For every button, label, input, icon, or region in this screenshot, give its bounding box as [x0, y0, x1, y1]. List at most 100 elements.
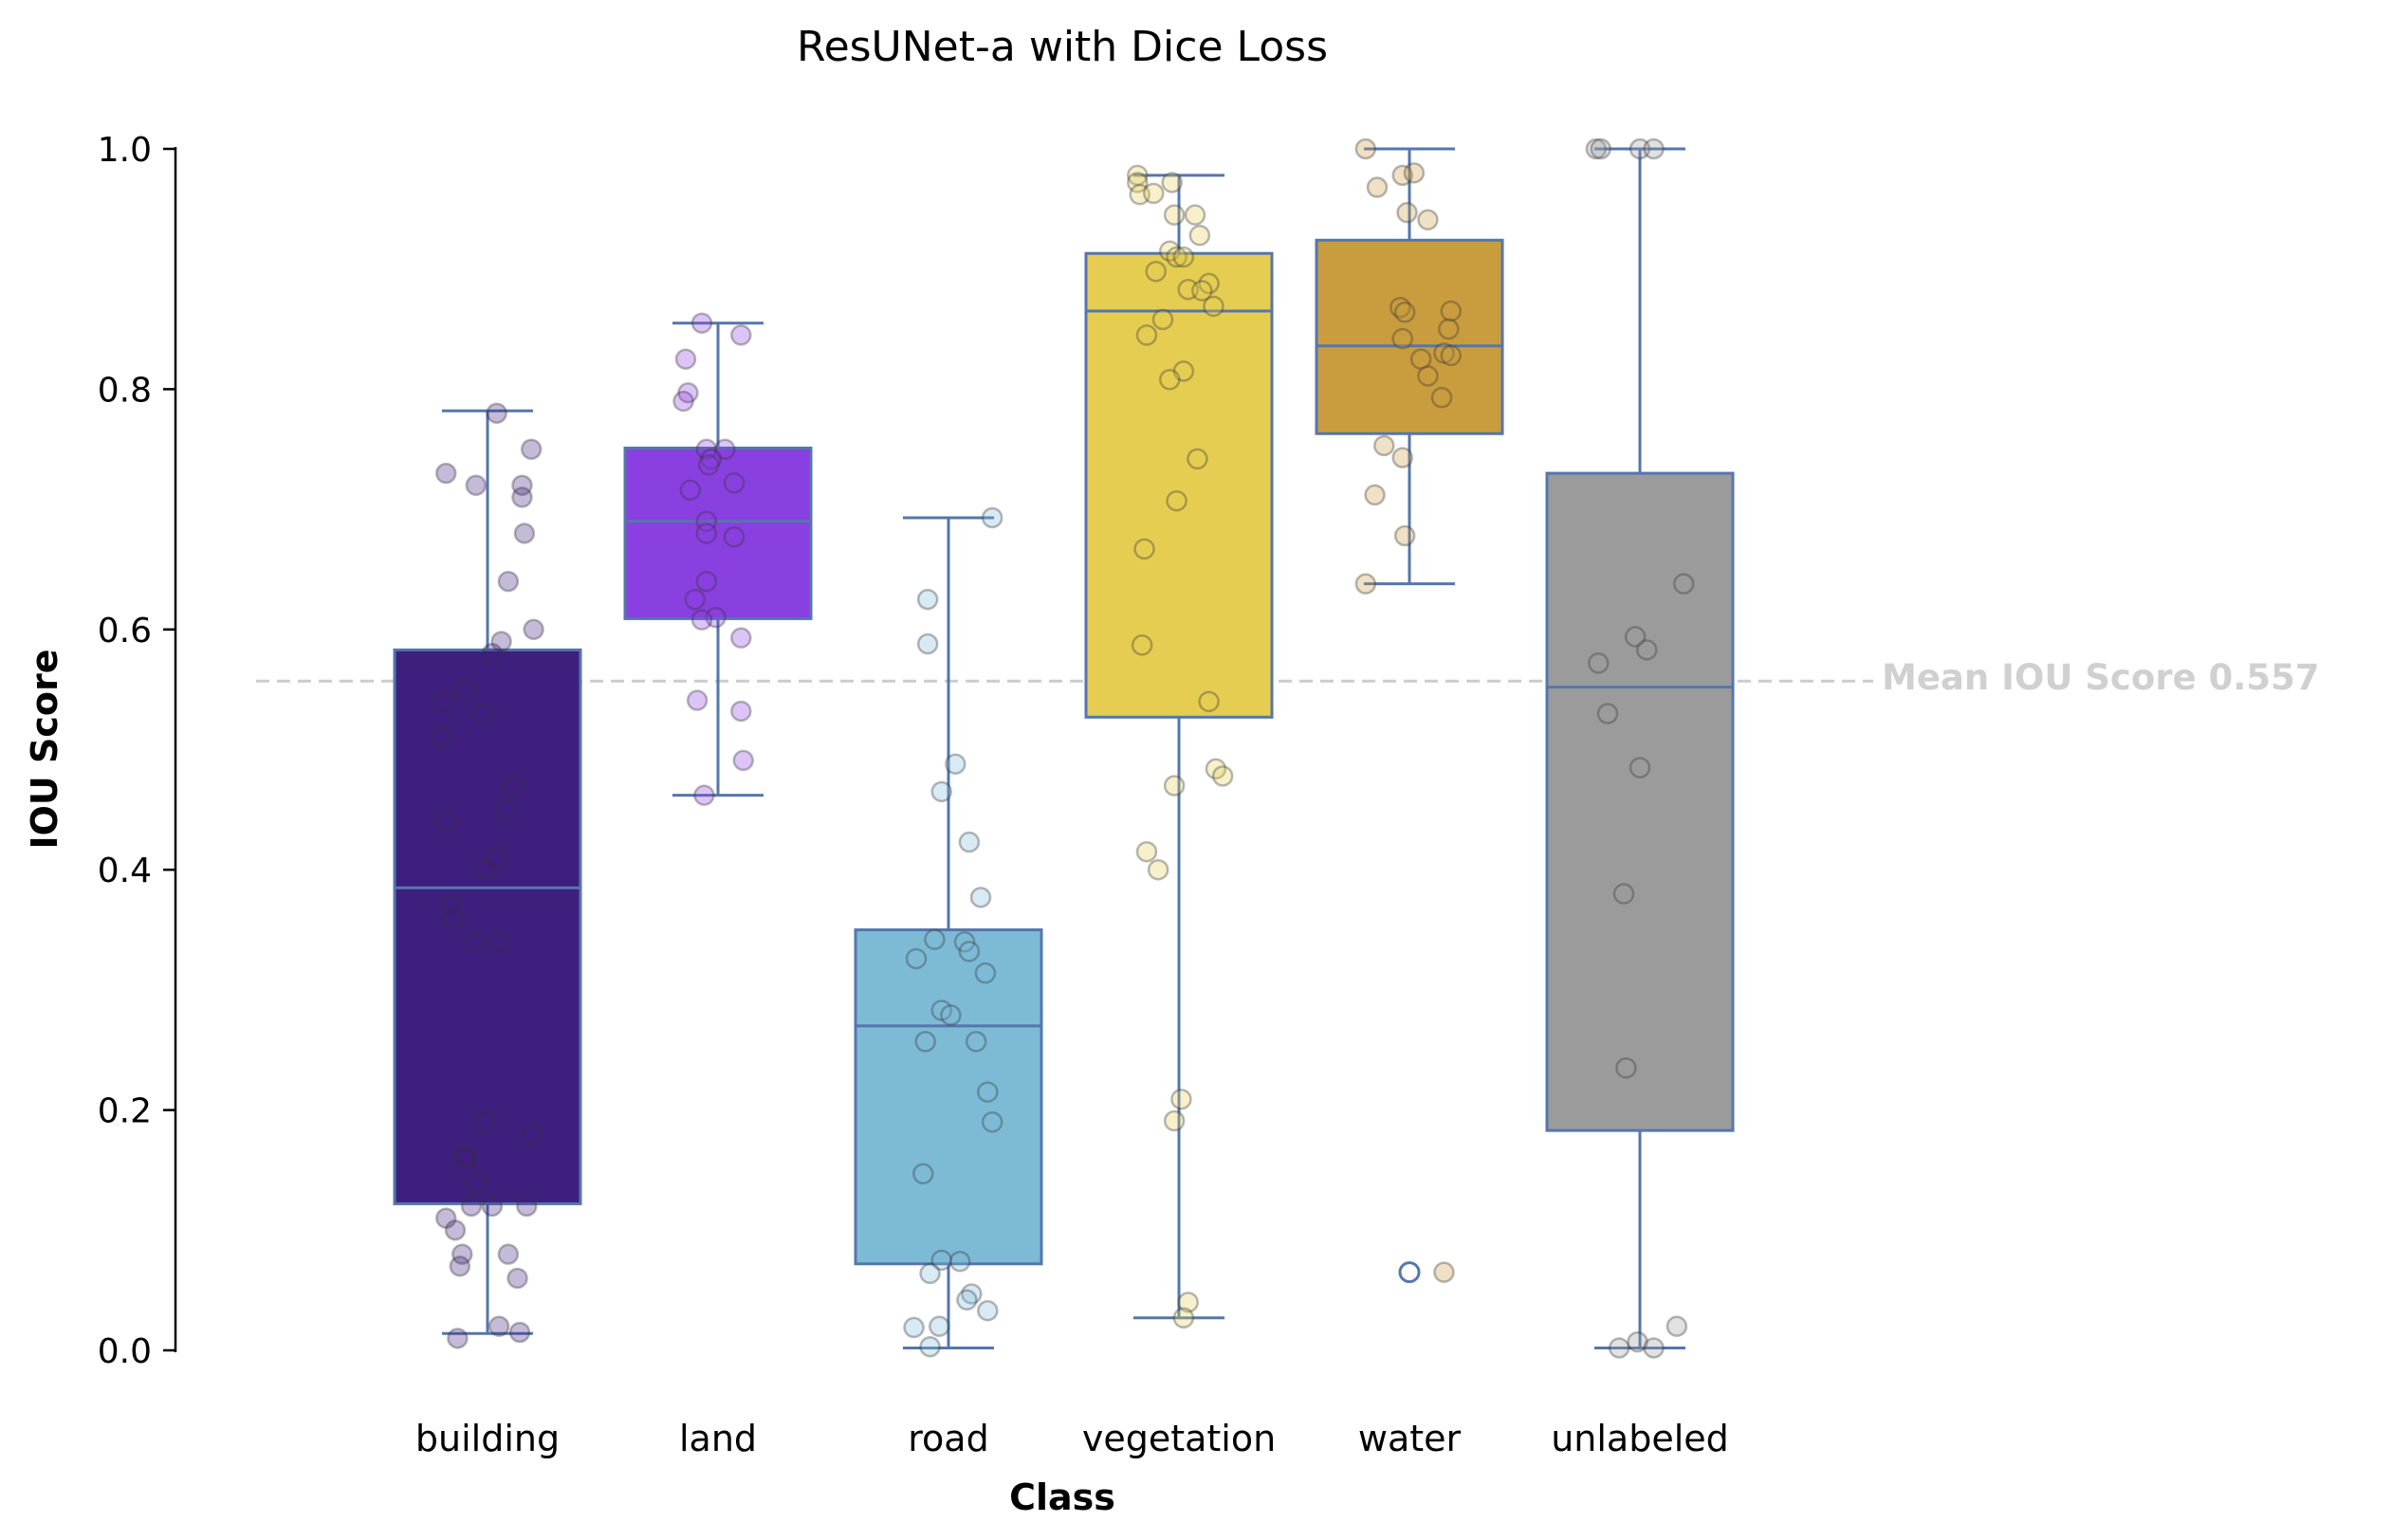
box-body — [1315, 238, 1504, 435]
data-point-building — [474, 1111, 496, 1133]
data-point-land — [695, 438, 718, 460]
data-point-building — [449, 1256, 471, 1277]
data-point-vegetation — [1172, 360, 1195, 382]
data-point-road — [969, 887, 992, 908]
data-point-land — [677, 381, 699, 404]
y-tick-group: 0.0 0.2 0.4 0.6 0.8 1.0 — [98, 131, 175, 1371]
data-point-vegetation — [1187, 448, 1208, 470]
data-point-building — [465, 474, 488, 497]
data-point-building — [486, 847, 507, 869]
data-point-unlabeled — [1643, 138, 1665, 160]
chart-title: ResUNet-a with Dice Loss — [797, 23, 1328, 71]
x-tick-label: water — [1358, 1418, 1462, 1459]
data-point-road — [977, 1081, 999, 1103]
data-point-water — [1403, 162, 1426, 184]
data-point-vegetation — [1166, 489, 1187, 512]
data-point-building — [502, 775, 524, 797]
data-point-road — [965, 1031, 987, 1053]
box-body — [1084, 251, 1274, 719]
data-point-building — [488, 1315, 510, 1337]
data-point-land — [730, 627, 752, 649]
data-point-building — [431, 726, 452, 749]
data-point-unlabeled — [1596, 703, 1619, 724]
data-point-unlabeled — [1624, 626, 1647, 648]
data-point-unlabeled — [1588, 652, 1610, 674]
x-tick-label: vegetation — [1082, 1418, 1276, 1459]
data-point-vegetation — [1159, 369, 1181, 391]
data-point-building — [439, 894, 462, 917]
data-point-building — [486, 402, 507, 424]
box-water — [1315, 147, 1504, 1284]
data-point-vegetation — [1163, 1109, 1186, 1132]
data-point-land — [674, 348, 697, 370]
data-point-water — [1417, 365, 1439, 387]
data-point-vegetation — [1198, 272, 1220, 295]
data-point-land — [695, 522, 718, 544]
data-point-building — [442, 907, 464, 929]
data-point-road — [974, 962, 997, 984]
data-point-unlabeled — [1590, 138, 1611, 160]
data-point-building — [460, 1195, 483, 1218]
data-point-water — [1440, 300, 1462, 322]
data-point-land — [690, 609, 713, 631]
box-road — [854, 516, 1043, 1349]
data-point-land — [690, 312, 713, 334]
data-point-vegetation — [1145, 260, 1167, 283]
data-point-vegetation — [1163, 204, 1186, 226]
data-point-road — [912, 1163, 934, 1185]
data-point-building — [481, 1195, 504, 1218]
data-point-road — [981, 1111, 1003, 1133]
data-point-vegetation — [1203, 295, 1224, 318]
data-point-road — [948, 1250, 971, 1273]
data-point-vegetation — [1135, 324, 1158, 346]
data-point-road — [930, 999, 952, 1021]
data-point-land — [693, 784, 715, 806]
box-vegetation — [1084, 174, 1274, 1320]
data-point-water — [1393, 524, 1416, 547]
data-point-vegetation — [1191, 280, 1213, 302]
box-body — [623, 446, 813, 620]
box-group — [393, 147, 1735, 1349]
data-point-vegetation — [1147, 858, 1169, 881]
data-point-vegetation — [1198, 690, 1220, 713]
data-point-road — [924, 928, 946, 950]
data-point-unlabeled — [1612, 883, 1635, 905]
y-tick-label: 0.0 — [98, 1332, 152, 1371]
data-point-building — [513, 522, 536, 544]
box-land — [623, 321, 813, 798]
data-point-road — [953, 930, 976, 953]
data-point-building — [490, 631, 512, 652]
data-point-land — [698, 453, 720, 476]
data-point-building — [481, 642, 504, 665]
data-point-water — [1391, 327, 1413, 350]
data-point-vegetation — [1172, 1307, 1195, 1329]
data-point-land — [723, 525, 746, 548]
data-point-vegetation — [1131, 634, 1153, 656]
data-point-road — [945, 753, 966, 775]
data-point-building — [474, 858, 496, 881]
data-point-unlabeled — [1615, 1057, 1637, 1079]
x-tick-label: unlabeled — [1551, 1418, 1729, 1459]
data-point-road — [919, 1335, 941, 1358]
data-point-land — [732, 749, 754, 772]
data-point-land — [730, 700, 752, 723]
data-point-building — [471, 703, 494, 724]
data-point-building — [455, 1147, 478, 1169]
data-point-land — [714, 438, 736, 460]
data-point-building — [447, 1328, 469, 1349]
data-point-water — [1433, 342, 1455, 364]
data-point-land — [700, 448, 722, 470]
data-point-building — [465, 930, 488, 953]
data-point-unlabeled — [1672, 573, 1695, 595]
data-point-vegetation — [1172, 246, 1195, 268]
data-point-water — [1373, 434, 1395, 457]
data-point-water — [1430, 387, 1453, 409]
data-point-water — [1390, 296, 1411, 319]
data-point-unlabeled — [1629, 757, 1651, 779]
data-point-building — [433, 690, 455, 713]
data-point-water — [1366, 176, 1389, 198]
data-point-building — [523, 618, 544, 641]
x-tick-label: building — [415, 1418, 560, 1459]
data-point-unlabeled — [1608, 1337, 1630, 1359]
